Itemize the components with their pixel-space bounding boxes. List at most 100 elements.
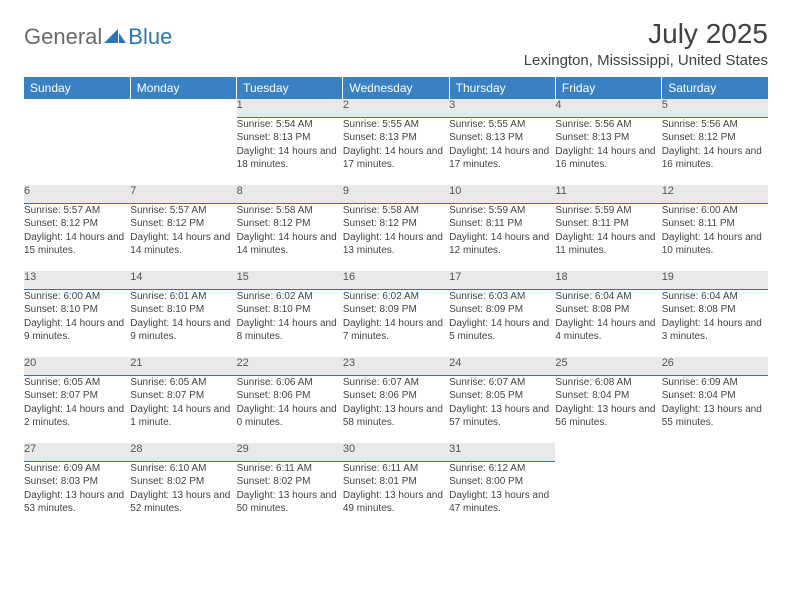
day-detail-row: Sunrise: 6:05 AMSunset: 8:07 PMDaylight:… — [24, 375, 768, 443]
daylight-text: Daylight: 14 hours and 11 minutes. — [555, 231, 661, 258]
daylight-text: Daylight: 14 hours and 9 minutes. — [130, 317, 236, 344]
weekday-header: Tuesday — [237, 77, 343, 99]
sunset-text: Sunset: 8:02 PM — [130, 475, 236, 489]
day-number-cell: 9 — [343, 185, 449, 203]
daylight-text: Daylight: 14 hours and 14 minutes. — [237, 231, 343, 258]
sunset-text: Sunset: 8:01 PM — [343, 475, 449, 489]
title-block: July 2025 Lexington, Mississippi, United… — [524, 18, 768, 69]
day-detail-cell — [24, 117, 130, 185]
day-number-cell: 3 — [449, 99, 555, 117]
sunset-text: Sunset: 8:12 PM — [343, 217, 449, 231]
sunrise-text: Sunrise: 5:56 AM — [555, 118, 661, 132]
day-number-row: 6789101112 — [24, 185, 768, 203]
weekday-header: Friday — [555, 77, 661, 99]
sunset-text: Sunset: 8:13 PM — [237, 131, 343, 145]
sunrise-text: Sunrise: 5:56 AM — [662, 118, 768, 132]
day-detail-cell: Sunrise: 6:09 AMSunset: 8:04 PMDaylight:… — [662, 375, 768, 443]
day-detail-cell: Sunrise: 6:05 AMSunset: 8:07 PMDaylight:… — [24, 375, 130, 443]
sunset-text: Sunset: 8:10 PM — [24, 303, 130, 317]
sunset-text: Sunset: 8:12 PM — [130, 217, 236, 231]
daylight-text: Daylight: 14 hours and 15 minutes. — [24, 231, 130, 258]
day-number-cell: 15 — [237, 271, 343, 289]
day-detail-cell: Sunrise: 6:11 AMSunset: 8:02 PMDaylight:… — [237, 461, 343, 529]
sunrise-text: Sunrise: 6:11 AM — [343, 462, 449, 476]
weekday-header: Saturday — [662, 77, 768, 99]
day-number-cell: 31 — [449, 443, 555, 461]
day-detail-cell: Sunrise: 6:00 AMSunset: 8:11 PMDaylight:… — [662, 203, 768, 271]
day-number-cell: 2 — [343, 99, 449, 117]
day-detail-cell — [555, 461, 661, 529]
sunrise-text: Sunrise: 6:09 AM — [24, 462, 130, 476]
day-number-cell: 4 — [555, 99, 661, 117]
day-detail-cell: Sunrise: 6:02 AMSunset: 8:09 PMDaylight:… — [343, 289, 449, 357]
daylight-text: Daylight: 13 hours and 55 minutes. — [662, 403, 768, 430]
sunrise-text: Sunrise: 6:05 AM — [130, 376, 236, 390]
day-number-cell: 28 — [130, 443, 236, 461]
day-number-cell: 10 — [449, 185, 555, 203]
daylight-text: Daylight: 14 hours and 10 minutes. — [662, 231, 768, 258]
sunset-text: Sunset: 8:08 PM — [662, 303, 768, 317]
daylight-text: Daylight: 14 hours and 13 minutes. — [343, 231, 449, 258]
day-detail-cell: Sunrise: 6:06 AMSunset: 8:06 PMDaylight:… — [237, 375, 343, 443]
logo-text-general: General — [24, 24, 102, 50]
day-number-cell: 11 — [555, 185, 661, 203]
sunset-text: Sunset: 8:04 PM — [662, 389, 768, 403]
daylight-text: Daylight: 14 hours and 8 minutes. — [237, 317, 343, 344]
sunset-text: Sunset: 8:05 PM — [449, 389, 555, 403]
day-number-row: 2728293031 — [24, 443, 768, 461]
sunrise-text: Sunrise: 5:57 AM — [24, 204, 130, 218]
day-number-cell: 20 — [24, 357, 130, 375]
day-number-cell — [130, 99, 236, 117]
daylight-text: Daylight: 13 hours and 50 minutes. — [237, 489, 343, 516]
day-detail-cell: Sunrise: 6:02 AMSunset: 8:10 PMDaylight:… — [237, 289, 343, 357]
daylight-text: Daylight: 13 hours and 58 minutes. — [343, 403, 449, 430]
day-detail-cell — [662, 461, 768, 529]
sunrise-text: Sunrise: 6:01 AM — [130, 290, 236, 304]
weekday-header: Monday — [130, 77, 236, 99]
daylight-text: Daylight: 14 hours and 0 minutes. — [237, 403, 343, 430]
logo-text-blue: Blue — [128, 24, 172, 50]
day-number-cell: 18 — [555, 271, 661, 289]
day-detail-cell: Sunrise: 5:59 AMSunset: 8:11 PMDaylight:… — [555, 203, 661, 271]
sunrise-text: Sunrise: 5:55 AM — [343, 118, 449, 132]
sunset-text: Sunset: 8:13 PM — [449, 131, 555, 145]
day-detail-row: Sunrise: 5:54 AMSunset: 8:13 PMDaylight:… — [24, 117, 768, 185]
day-detail-cell — [130, 117, 236, 185]
sunrise-text: Sunrise: 5:55 AM — [449, 118, 555, 132]
daylight-text: Daylight: 14 hours and 17 minutes. — [449, 145, 555, 172]
day-detail-cell: Sunrise: 5:58 AMSunset: 8:12 PMDaylight:… — [343, 203, 449, 271]
sunrise-text: Sunrise: 6:04 AM — [555, 290, 661, 304]
day-number-cell: 5 — [662, 99, 768, 117]
day-number-cell — [555, 443, 661, 461]
day-number-cell: 14 — [130, 271, 236, 289]
sunrise-text: Sunrise: 6:09 AM — [662, 376, 768, 390]
day-detail-cell: Sunrise: 5:58 AMSunset: 8:12 PMDaylight:… — [237, 203, 343, 271]
day-number-cell: 16 — [343, 271, 449, 289]
sunrise-text: Sunrise: 6:07 AM — [343, 376, 449, 390]
sunrise-text: Sunrise: 6:06 AM — [237, 376, 343, 390]
header: General Blue July 2025 Lexington, Missis… — [24, 18, 768, 69]
sunset-text: Sunset: 8:11 PM — [662, 217, 768, 231]
daylight-text: Daylight: 13 hours and 56 minutes. — [555, 403, 661, 430]
day-detail-cell: Sunrise: 6:07 AMSunset: 8:06 PMDaylight:… — [343, 375, 449, 443]
day-number-cell: 30 — [343, 443, 449, 461]
sunrise-text: Sunrise: 6:00 AM — [24, 290, 130, 304]
day-number-cell: 8 — [237, 185, 343, 203]
calendar-table: SundayMondayTuesdayWednesdayThursdayFrid… — [24, 77, 768, 529]
day-number-cell: 29 — [237, 443, 343, 461]
day-detail-row: Sunrise: 6:09 AMSunset: 8:03 PMDaylight:… — [24, 461, 768, 529]
daylight-text: Daylight: 13 hours and 47 minutes. — [449, 489, 555, 516]
month-title: July 2025 — [524, 18, 768, 50]
weekday-header: Sunday — [24, 77, 130, 99]
day-detail-cell: Sunrise: 5:56 AMSunset: 8:13 PMDaylight:… — [555, 117, 661, 185]
daylight-text: Daylight: 14 hours and 1 minute. — [130, 403, 236, 430]
day-number-cell: 12 — [662, 185, 768, 203]
day-number-row: 13141516171819 — [24, 271, 768, 289]
daylight-text: Daylight: 14 hours and 14 minutes. — [130, 231, 236, 258]
day-number-cell: 23 — [343, 357, 449, 375]
sunset-text: Sunset: 8:06 PM — [343, 389, 449, 403]
sunset-text: Sunset: 8:10 PM — [237, 303, 343, 317]
day-detail-row: Sunrise: 5:57 AMSunset: 8:12 PMDaylight:… — [24, 203, 768, 271]
day-number-cell: 13 — [24, 271, 130, 289]
location-label: Lexington, Mississippi, United States — [524, 52, 768, 69]
